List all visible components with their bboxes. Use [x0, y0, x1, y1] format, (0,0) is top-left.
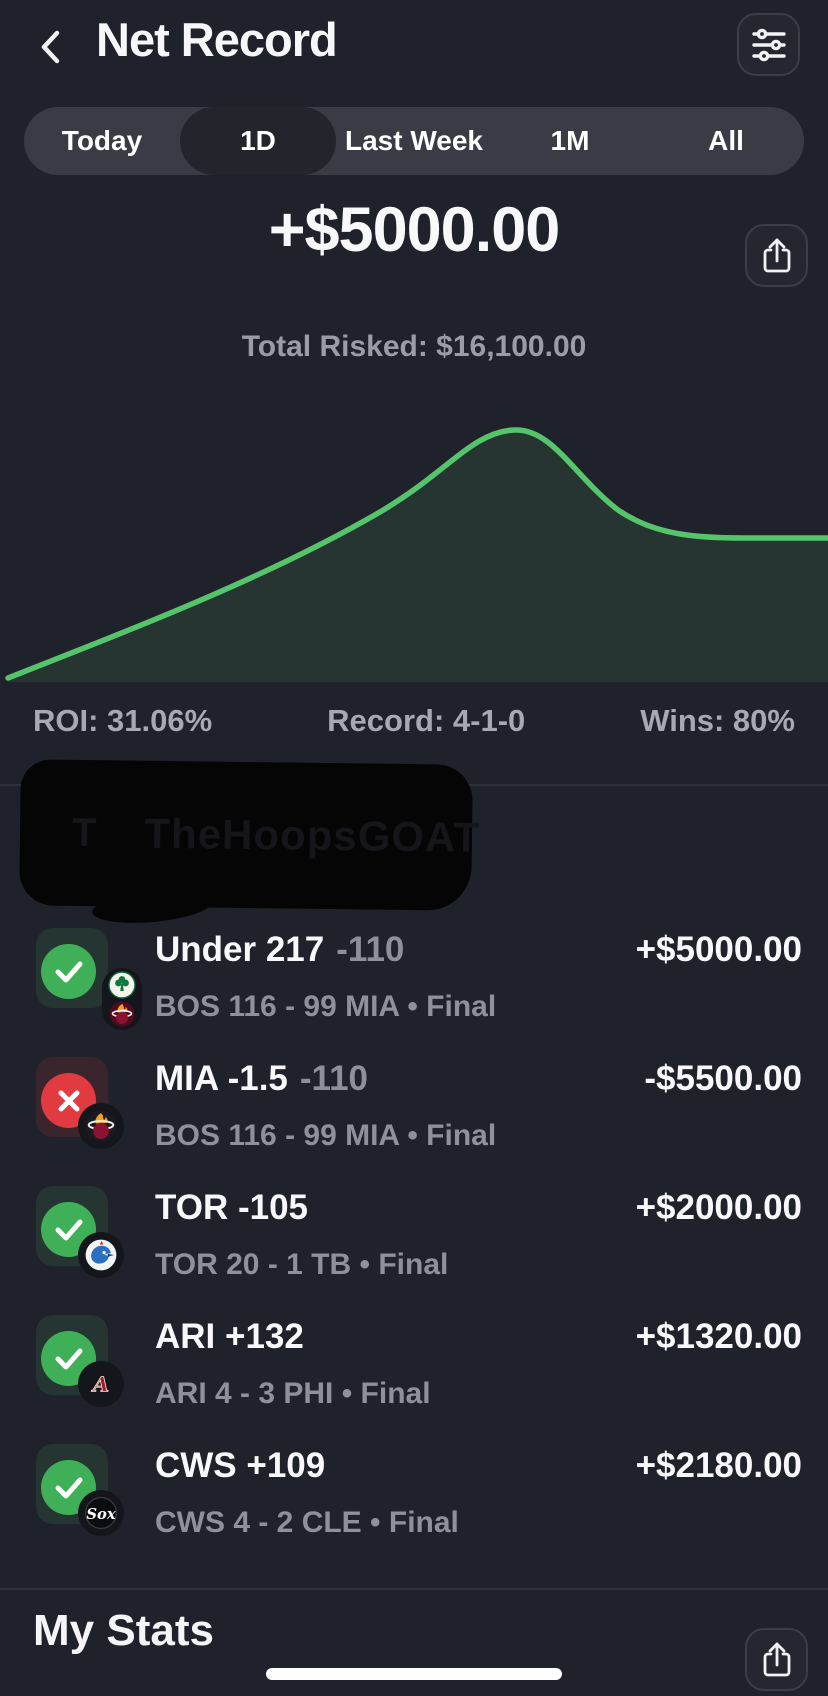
area-chart [5, 427, 828, 682]
bet-odds: -110 [299, 1059, 369, 1098]
bet-title: Under 217 [155, 930, 325, 969]
win-check-icon [41, 944, 96, 999]
bet-result-icon-wrap [36, 928, 142, 1030]
share-icon [763, 238, 790, 272]
share-icon [763, 1642, 790, 1676]
bet-amount: +$2180.00 [635, 1446, 802, 1485]
bet-amount: +$5000.00 [635, 930, 802, 969]
team-logos-badge [102, 968, 142, 1030]
bet-row-ari[interactable]: A ARI +132 +$1320.00 ARI 4 - 3 PHI • Fin… [0, 1315, 828, 1444]
bet-title-line: CWS +109 [155, 1446, 337, 1486]
svg-text:A: A [91, 1371, 109, 1396]
total-risked: Total Risked: $16,100.00 [241, 330, 587, 363]
tab-all[interactable]: All [648, 107, 804, 175]
header: Net Record [0, 0, 828, 92]
bet-result-icon-wrap [36, 1057, 124, 1149]
net-amount: +$5000.00 [268, 195, 561, 265]
win-check-icon [41, 1460, 96, 1515]
stat-wins: Wins: 80% [640, 703, 795, 738]
celtics-logo-icon [108, 971, 136, 999]
bet-title: ARI +132 [155, 1317, 304, 1356]
stat-record: Record: 4-1-0 [327, 703, 526, 738]
bet-score-line: BOS 116 - 99 MIA • Final [155, 1119, 497, 1152]
bet-result-icon-wrap: Sox [36, 1444, 124, 1536]
sliders-icon [751, 28, 786, 61]
bet-title-line: ARI +132 [155, 1317, 316, 1357]
bet-row-tor[interactable]: TOR -105 +$2000.00 TOR 20 - 1 TB • Final [0, 1186, 828, 1315]
team-logo-badge [78, 1232, 124, 1278]
redacted-avatar-letter: T [71, 810, 97, 855]
stat-roi: ROI: 31.06% [33, 703, 213, 738]
bet-score-line: CWS 4 - 2 CLE • Final [155, 1506, 459, 1539]
bet-row-cws[interactable]: Sox CWS +109 +$2180.00 CWS 4 - 2 CLE • F… [0, 1444, 828, 1573]
bet-amount: +$2000.00 [635, 1188, 802, 1227]
bet-score-line: BOS 116 - 99 MIA • Final [155, 990, 497, 1023]
tab-last-week[interactable]: Last Week [336, 107, 492, 175]
bluejays-logo-icon [85, 1239, 117, 1271]
bet-score-line: ARI 4 - 3 PHI • Final [155, 1377, 431, 1410]
chevron-left-icon [41, 30, 60, 63]
redacted-username-text: TheHoopsGOAT [144, 809, 481, 861]
bet-row-mia-spread[interactable]: MIA -1.5 -110 -$5500.00 BOS 116 - 99 MIA … [0, 1057, 828, 1186]
bet-title-line: Under 217 -110 [155, 930, 404, 970]
team-logo-badge: Sox [78, 1490, 124, 1536]
whitesox-logo-icon: Sox [85, 1497, 117, 1529]
bet-title: TOR -105 [155, 1188, 309, 1227]
diamondbacks-logo-icon: A [85, 1368, 117, 1400]
bet-odds: -110 [336, 930, 405, 969]
page-title: Net Record [96, 13, 338, 66]
share-button-bottom[interactable] [745, 1628, 808, 1691]
tab-today[interactable]: Today [24, 107, 180, 175]
stats-row: ROI: 31.06% Record: 4-1-0 Wins: 80% [33, 700, 795, 742]
svg-text:Sox: Sox [86, 1506, 115, 1523]
chart-line [5, 427, 828, 681]
chart-area-fill [8, 429, 828, 682]
team-logo-badge: A [78, 1361, 124, 1407]
tab-1d[interactable]: 1D [180, 107, 336, 175]
net-record-chart [0, 380, 828, 682]
bet-amount: -$5500.00 [644, 1059, 802, 1098]
heat-logo-icon [85, 1110, 117, 1142]
back-button[interactable] [26, 24, 74, 72]
tab-1m[interactable]: 1M [492, 107, 648, 175]
bet-title-line: MIA -1.5 -110 [155, 1059, 368, 1099]
bet-title-line: TOR -105 [155, 1188, 320, 1228]
win-tile [36, 928, 108, 1008]
home-indicator[interactable] [266, 1668, 562, 1680]
my-stats-title: My Stats [33, 1606, 214, 1655]
timeframe-tabs: Today 1D Last Week 1M All [24, 107, 804, 175]
redacted-username-blob: T TheHoopsGOAT [19, 759, 480, 911]
share-button-top[interactable] [745, 224, 808, 287]
bet-amount: +$1320.00 [635, 1317, 802, 1356]
bet-result-icon-wrap [36, 1186, 124, 1278]
bet-title: CWS +109 [155, 1446, 326, 1485]
team-logo-badge [78, 1103, 124, 1149]
bet-row-under-217[interactable]: Under 217 -110 +$5000.00 BOS 116 - 99 MIA… [0, 928, 828, 1057]
bet-title: MIA -1.5 [155, 1059, 288, 1098]
filter-button[interactable] [737, 13, 800, 76]
heat-logo-icon [109, 1001, 135, 1027]
bet-score-line: TOR 20 - 1 TB • Final [155, 1248, 449, 1281]
divider [0, 1588, 828, 1590]
bet-result-icon-wrap: A [36, 1315, 124, 1407]
